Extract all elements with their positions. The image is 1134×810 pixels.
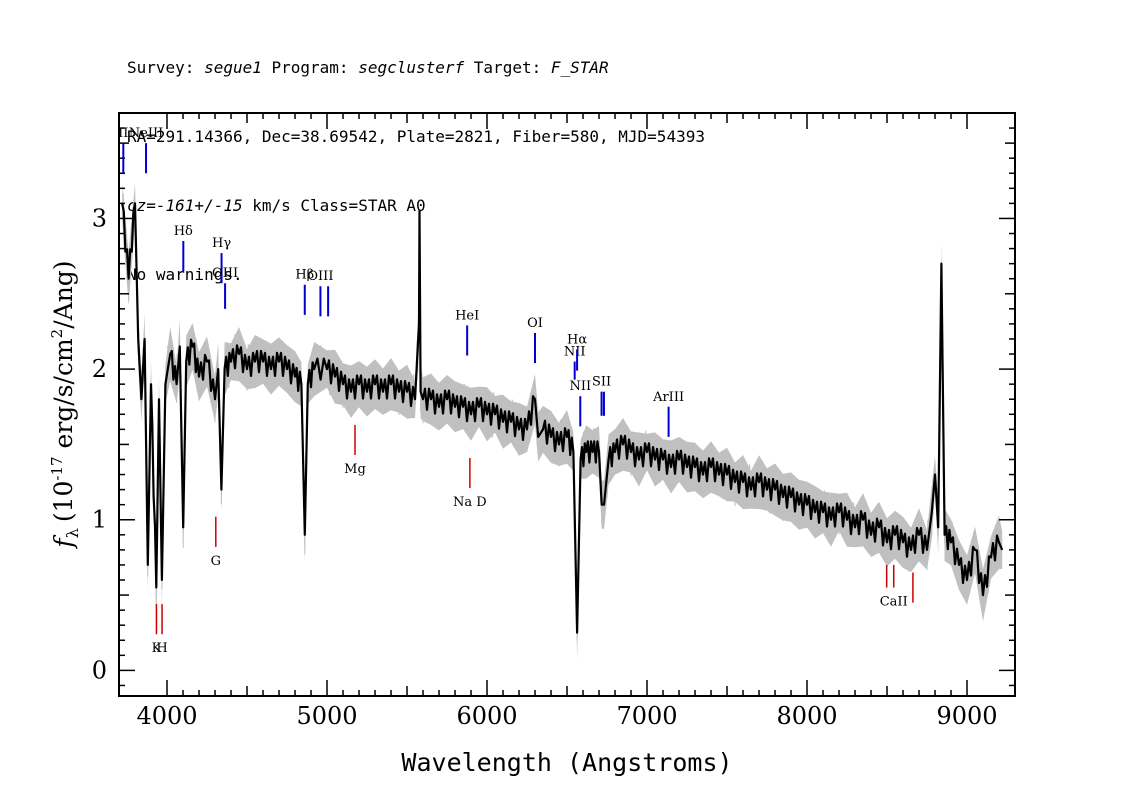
- header-line-redshift: cz=-161+/-15 km/s Class=STAR A0: [127, 194, 705, 217]
- y-tick-label: 1: [92, 506, 107, 534]
- emission-label: Hδ: [174, 224, 193, 239]
- absorption-label: K: [152, 641, 162, 656]
- emission-label: NeIII: [129, 126, 163, 141]
- emission-label: OIII: [307, 269, 333, 284]
- emission-label: II: [118, 126, 128, 141]
- flux-line: [121, 202, 1004, 634]
- y-axis-exponent: -17: [48, 456, 66, 480]
- emission-label: Hα: [567, 333, 587, 348]
- x-tick-label: 7000: [616, 702, 677, 730]
- emission-label: ArIII: [652, 390, 684, 405]
- emission-label: NII: [569, 379, 591, 394]
- x-tick-label: 4000: [136, 702, 197, 730]
- absorption-label: G: [211, 554, 221, 569]
- program-label: Program:: [261, 58, 359, 77]
- emission-label: HeI: [455, 308, 479, 323]
- emission-label: Hγ: [212, 236, 231, 251]
- program-value: segclusterf: [358, 58, 465, 77]
- y-tick-label: 2: [92, 355, 107, 383]
- axis-tick-labels: 4000 5000 6000 7000 8000 9000 0 1 2 3: [92, 204, 998, 730]
- class-value: km/s Class=STAR A0: [242, 196, 426, 215]
- y-axis-title: fλ (10-17 erg/s/cm2/Ang): [48, 260, 82, 549]
- axis-ticks: [119, 113, 1015, 696]
- cz-value: cz=-161+/-15: [127, 196, 243, 215]
- error-noise: [121, 193, 1003, 641]
- absorption-label: Na D: [453, 495, 487, 510]
- emission-label: OI: [527, 316, 543, 331]
- error-band: [122, 183, 1003, 660]
- x-axis-title: Wavelength (Angstroms): [401, 748, 732, 777]
- x-tick-label: 8000: [776, 702, 837, 730]
- y-axis-exponent2: 2: [48, 329, 66, 339]
- x-tick-label: 9000: [936, 702, 997, 730]
- y-axis-subscript: λ: [63, 528, 82, 538]
- header-line-survey: Survey: segue1 Program: segclusterf Targ…: [127, 56, 705, 79]
- absorption-label: H: [156, 641, 167, 656]
- absorption-label: CaII: [880, 595, 908, 610]
- y-tick-label: 0: [92, 656, 107, 684]
- emission-label: SII: [592, 375, 611, 390]
- emission-label: OIII: [212, 266, 238, 281]
- y-axis-unit-tail: /Ang): [49, 260, 78, 328]
- target-value: F_STAR: [550, 58, 609, 77]
- survey-value: segue1: [204, 58, 262, 77]
- y-tick-label: 3: [92, 204, 107, 232]
- emission-label: Hβ: [295, 268, 314, 283]
- x-tick-label: 5000: [296, 702, 357, 730]
- y-axis-symbol: f: [49, 535, 78, 550]
- emission-label: NII: [564, 345, 586, 360]
- plot-area: [121, 183, 1004, 660]
- y-axis-unit: (10: [49, 481, 78, 523]
- absorption-label: Mg: [344, 462, 366, 477]
- header-line-coords: RA=291.14366, Dec=38.69542, Plate=2821, …: [127, 127, 705, 146]
- survey-label: Survey:: [127, 58, 205, 77]
- target-label: Target:: [464, 58, 551, 77]
- x-tick-label: 6000: [456, 702, 517, 730]
- spectrum-header: Survey: segue1 Program: segclusterf Targ…: [127, 10, 705, 309]
- y-axis-unit-rest: erg/s/cm: [49, 338, 78, 456]
